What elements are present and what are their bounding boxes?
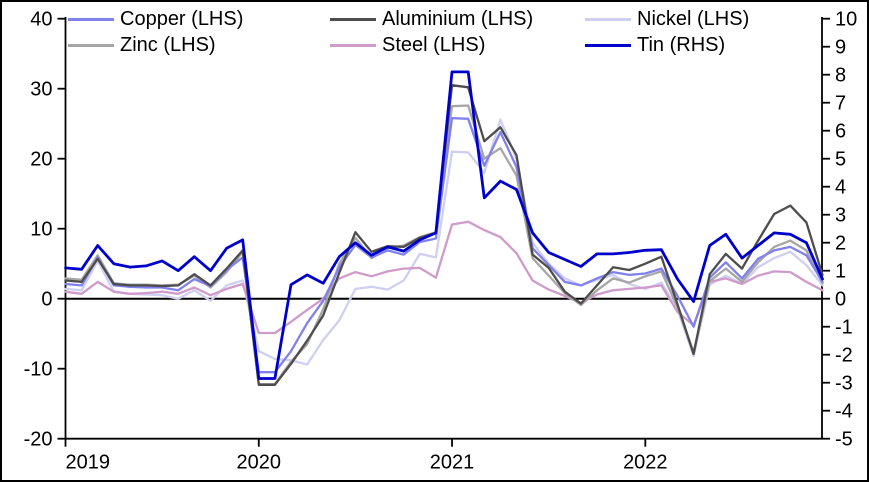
right-axis-tick-label: 10 [835,9,857,31]
legend-label: Tin (RHS) [637,33,726,56]
legend-item-aluminium: Aluminium (LHS) [330,6,585,32]
legend-label: Steel (LHS) [382,33,486,56]
chart-legend: Copper (LHS) Aluminium (LHS) Nickel (LHS… [68,6,749,58]
series-line-aluminium [64,84,824,386]
zinc-line-swatch [68,43,114,47]
left-axis-tick-label: 40 [30,9,52,31]
steel-line-swatch [330,43,376,47]
left-axis-tick-label: 0 [41,289,52,311]
series-line-copper [64,116,824,374]
right-axis-tick-label: 5 [835,149,846,171]
right-axis-tick-label: 6 [835,121,846,143]
right-axis-tick-label: -1 [835,317,853,339]
legend-item-nickel: Nickel (LHS) [585,6,749,32]
x-axis-year-label: 2022 [623,452,668,474]
right-axis-tick-label: -2 [835,345,853,367]
legend-item-zinc: Zinc (LHS) [68,32,330,58]
right-axis-tick-label: 8 [835,65,846,87]
right-axis-tick-label: 0 [835,289,846,311]
legend-label: Aluminium (LHS) [382,7,534,30]
legend-item-tin: Tin (RHS) [585,32,749,58]
legend-label: Nickel (LHS) [637,7,750,30]
x-axis-year-label: 2021 [430,452,475,474]
nickel-line-swatch [585,17,631,21]
right-axis-tick-label: 1 [835,261,846,283]
left-axis-tick-label: -20 [24,429,53,451]
right-axis-tick-label: 9 [835,37,846,59]
x-axis-year-label: 2019 [66,452,111,474]
copper-line-swatch [68,17,114,21]
left-axis-tick-label: -10 [24,359,53,381]
legend-item-steel: Steel (LHS) [330,32,585,58]
series-line-tin [64,70,824,380]
x-axis-year-label: 2020 [237,452,282,474]
left-axis-tick-label: 20 [30,149,52,171]
left-axis-tick-label: 30 [30,79,52,101]
legend-label: Copper (LHS) [120,7,244,30]
right-axis-tick-label: -5 [835,429,853,451]
right-axis-tick-label: 4 [835,177,846,199]
legend-item-copper: Copper (LHS) [68,6,330,32]
left-axis-tick-label: 10 [30,219,52,241]
aluminium-line-swatch [330,17,376,21]
right-axis-tick-label: 2 [835,233,846,255]
legend-label: Zinc (LHS) [120,33,216,56]
tin-line-swatch [585,43,631,47]
right-axis-tick-label: -3 [835,373,853,395]
right-axis-tick-label: 3 [835,205,846,227]
right-axis-tick-label: -4 [835,401,853,423]
right-axis-tick-label: 7 [835,93,846,115]
